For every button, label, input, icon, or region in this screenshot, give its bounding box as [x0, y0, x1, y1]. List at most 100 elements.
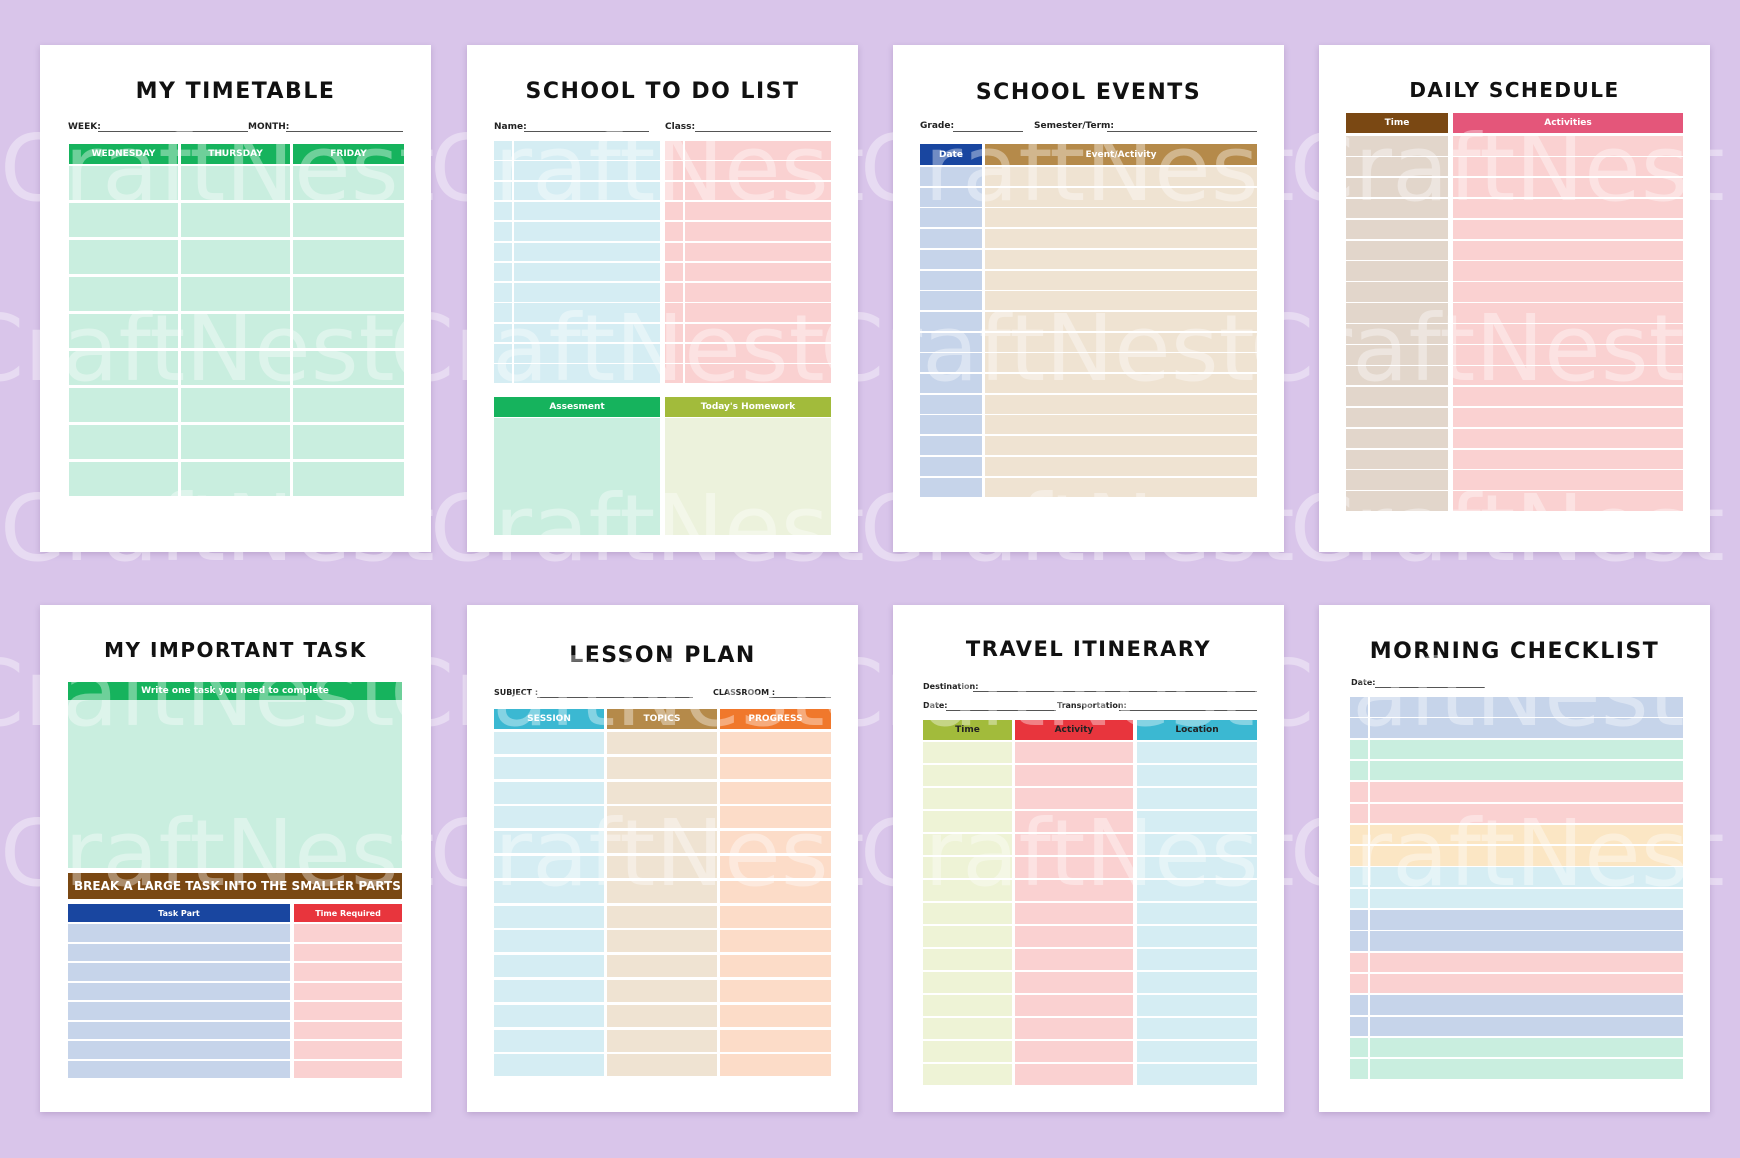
grid-cell[interactable]	[920, 208, 982, 228]
grid-cell[interactable]	[923, 880, 1012, 901]
grid-cell[interactable]	[923, 926, 1012, 947]
grid-cell[interactable]	[685, 364, 831, 383]
grid-cell[interactable]	[68, 1002, 290, 1020]
grid-cell[interactable]	[1370, 803, 1683, 823]
destination-field[interactable]	[973, 691, 1257, 692]
grid-cell[interactable]	[720, 831, 831, 854]
grid-cell[interactable]	[923, 857, 1012, 878]
grid-cell[interactable]	[1350, 739, 1368, 760]
grid-cell[interactable]	[985, 208, 1257, 228]
grid-cell[interactable]	[720, 980, 831, 1002]
grid-cell[interactable]	[1350, 1059, 1368, 1079]
subject-field[interactable]	[537, 697, 693, 698]
grid-cell[interactable]	[923, 1018, 1012, 1039]
grid-cell[interactable]	[1346, 240, 1448, 260]
grid-cell[interactable]	[1346, 198, 1448, 219]
grid-cell[interactable]	[607, 781, 717, 804]
grid-cell[interactable]	[1350, 803, 1368, 823]
grid-cell[interactable]	[1370, 910, 1683, 930]
grid-cell[interactable]	[985, 415, 1257, 435]
grid-cell[interactable]	[720, 930, 831, 953]
grid-cell[interactable]	[985, 229, 1257, 249]
grid-cell[interactable]	[1346, 303, 1448, 323]
grid-cell[interactable]	[514, 201, 660, 221]
grid-cell[interactable]	[1346, 261, 1448, 281]
grid-cell[interactable]	[514, 283, 660, 302]
grid-cell[interactable]	[607, 880, 717, 903]
grid-cell[interactable]	[1453, 407, 1683, 428]
grid-cell[interactable]	[923, 972, 1012, 993]
grid-cell[interactable]	[1370, 888, 1683, 909]
grid-cell[interactable]	[985, 167, 1257, 186]
grid-cell[interactable]	[720, 1054, 831, 1077]
grid-cell[interactable]	[1350, 867, 1368, 887]
grid-cell[interactable]	[1350, 931, 1368, 951]
grid-cell[interactable]	[1137, 834, 1257, 855]
grid-cell[interactable]	[1137, 811, 1257, 832]
grid-cell[interactable]	[720, 1029, 831, 1052]
grid-cell[interactable]	[69, 277, 178, 311]
grid-cell[interactable]	[1346, 177, 1448, 198]
grid-cell[interactable]	[985, 374, 1257, 393]
grid-cell[interactable]	[1015, 880, 1133, 901]
grid-cell[interactable]	[985, 394, 1257, 414]
grid-cell[interactable]	[69, 240, 178, 274]
grid-cell[interactable]	[69, 388, 178, 422]
grid-cell[interactable]	[1137, 1041, 1257, 1062]
grid-cell[interactable]	[1015, 765, 1133, 786]
grid-cell[interactable]	[920, 270, 982, 290]
grid-cell[interactable]	[607, 955, 717, 978]
grid-cell[interactable]	[494, 980, 604, 1002]
grid-cell[interactable]	[985, 456, 1257, 476]
grid-cell[interactable]	[985, 332, 1257, 352]
grid-cell[interactable]	[665, 141, 683, 160]
grid-cell[interactable]	[1453, 470, 1683, 490]
grid-cell[interactable]	[69, 462, 178, 496]
grid-cell[interactable]	[920, 229, 982, 249]
grid-cell[interactable]	[1453, 303, 1683, 323]
grid-cell[interactable]	[607, 1029, 717, 1052]
grid-cell[interactable]	[1350, 995, 1368, 1015]
grid-cell[interactable]	[920, 291, 982, 311]
grid-cell[interactable]	[920, 311, 982, 331]
grid-cell[interactable]	[1350, 697, 1368, 717]
grid-cell[interactable]	[1346, 136, 1448, 156]
grid-cell[interactable]	[1350, 1037, 1368, 1058]
grid-cell[interactable]	[685, 303, 831, 322]
grid-cell[interactable]	[1453, 345, 1683, 365]
grid-cell[interactable]	[1370, 846, 1683, 866]
grid-cell[interactable]	[1453, 177, 1683, 198]
grid-cell[interactable]	[720, 781, 831, 804]
grid-cell[interactable]	[68, 924, 290, 942]
week-field[interactable]	[98, 131, 248, 132]
grid-cell[interactable]	[665, 323, 683, 343]
grid-cell[interactable]	[494, 201, 512, 221]
grid-cell[interactable]	[1453, 156, 1683, 177]
grid-cell[interactable]	[1370, 782, 1683, 802]
grid-cell[interactable]	[68, 943, 290, 961]
grid-cell[interactable]	[68, 982, 290, 1000]
grid-cell[interactable]	[1137, 788, 1257, 809]
grid-cell[interactable]	[294, 1041, 402, 1059]
grid-cell[interactable]	[293, 388, 404, 422]
grid-cell[interactable]	[1453, 240, 1683, 260]
grid-cell[interactable]	[1015, 972, 1133, 993]
grid-cell[interactable]	[720, 1004, 831, 1027]
grid-cell[interactable]	[985, 270, 1257, 290]
grid-cell[interactable]	[985, 249, 1257, 269]
grid-cell[interactable]	[1370, 718, 1683, 738]
grid-cell[interactable]	[607, 1004, 717, 1027]
grid-cell[interactable]	[514, 242, 660, 261]
grid-cell[interactable]	[181, 314, 290, 348]
grid-cell[interactable]	[514, 303, 660, 322]
grid-cell[interactable]	[665, 181, 683, 201]
grid-cell[interactable]	[1370, 931, 1683, 951]
grid-cell[interactable]	[69, 314, 178, 348]
grid-cell[interactable]	[920, 394, 982, 414]
grid-cell[interactable]	[1453, 136, 1683, 156]
class-field[interactable]	[695, 131, 831, 132]
grid-cell[interactable]	[1350, 824, 1368, 845]
grid-cell[interactable]	[607, 930, 717, 953]
grid-cell[interactable]	[1137, 949, 1257, 970]
date-field[interactable]	[1375, 687, 1485, 688]
